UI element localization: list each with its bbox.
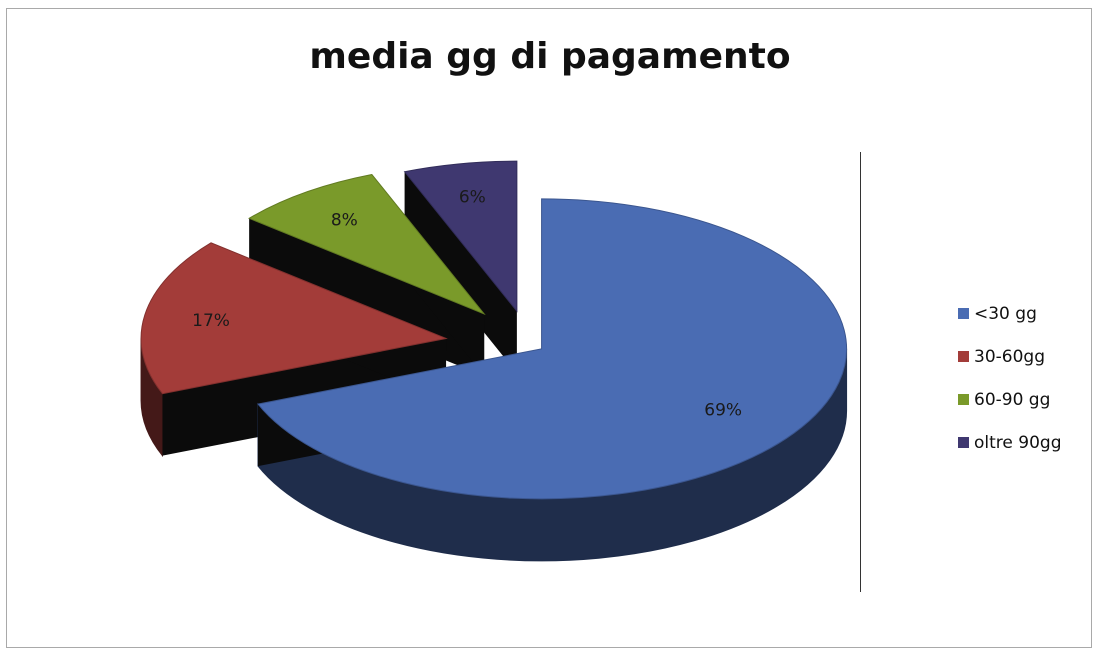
pie-slice [257, 198, 848, 500]
data-label: 6% [459, 187, 486, 207]
pie-slice-edge [404, 171, 517, 374]
legend-item: 30-60gg [958, 335, 1061, 378]
pie-slice [140, 242, 448, 395]
legend-divider [860, 152, 861, 592]
pie-slice [403, 160, 518, 313]
pie-slice-group: 6% [403, 160, 518, 374]
legend-label: 30-60gg [974, 346, 1045, 367]
legend-label: <30 gg [974, 303, 1037, 324]
legend-swatch [958, 394, 969, 405]
legend-item: <30 gg [958, 292, 1061, 335]
legend-item: 60-90 gg [958, 378, 1061, 421]
legend-swatch [958, 437, 969, 448]
data-label: 8% [331, 210, 358, 230]
legend-swatch [958, 351, 969, 362]
pie-slice [248, 173, 486, 316]
data-label: 17% [192, 311, 230, 331]
legend-item: oltre 90gg [958, 421, 1061, 464]
pie-slice-group: 69% [257, 198, 848, 562]
legend-label: 60-90 gg [974, 389, 1051, 410]
legend: <30 gg 30-60gg 60-90 gg oltre 90gg [958, 292, 1061, 464]
data-label: 69% [704, 401, 742, 421]
legend-swatch [958, 308, 969, 319]
chart-title: media gg di pagamento [309, 36, 791, 77]
legend-label: oltre 90gg [974, 432, 1062, 453]
